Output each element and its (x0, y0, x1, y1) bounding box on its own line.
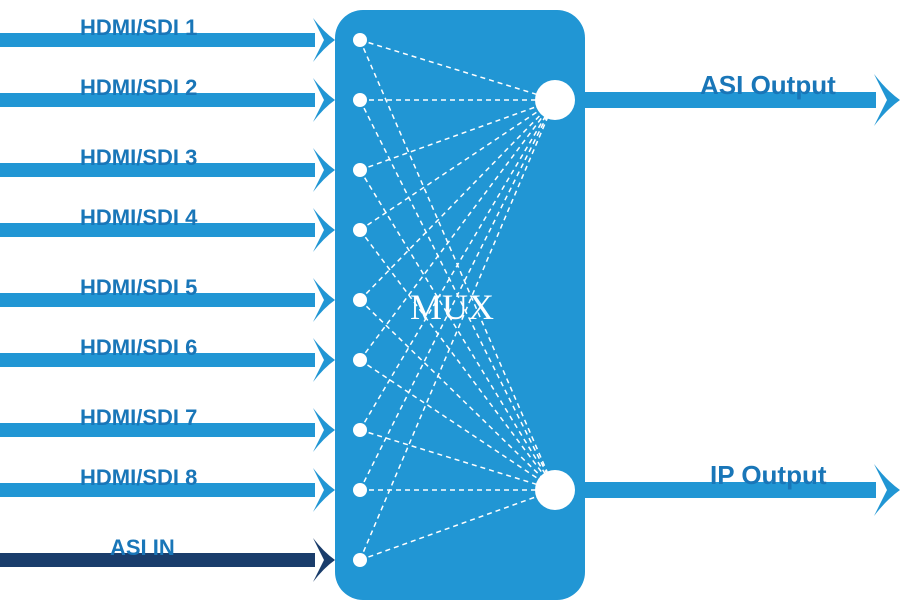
input-label-3: HDMI/SDI 4 (80, 205, 197, 231)
input-dot-4 (353, 293, 367, 307)
input-label-2: HDMI/SDI 3 (80, 145, 197, 171)
input-dot-5 (353, 353, 367, 367)
input-dot-7 (353, 483, 367, 497)
input-arrowhead-4 (313, 278, 335, 322)
output-dot-1 (535, 470, 575, 510)
input-dot-0 (353, 33, 367, 47)
input-label-6: HDMI/SDI 7 (80, 405, 197, 431)
input-label-4: HDMI/SDI 5 (80, 275, 197, 301)
input-dot-3 (353, 223, 367, 237)
input-label-8: ASI IN (110, 535, 175, 561)
input-dot-2 (353, 163, 367, 177)
input-arrowhead-8 (313, 538, 335, 582)
output-label-0: ASI Output (700, 70, 836, 101)
input-arrowhead-5 (313, 338, 335, 382)
input-label-1: HDMI/SDI 2 (80, 75, 197, 101)
output-arrowhead-0 (874, 74, 900, 126)
input-label-7: HDMI/SDI 8 (80, 465, 197, 491)
input-arrowhead-1 (313, 78, 335, 122)
mux-label: MUX (410, 286, 494, 328)
output-dot-0 (535, 80, 575, 120)
input-dot-8 (353, 553, 367, 567)
output-label-1: IP Output (710, 460, 827, 491)
input-label-5: HDMI/SDI 6 (80, 335, 197, 361)
input-arrowhead-2 (313, 148, 335, 192)
input-dot-1 (353, 93, 367, 107)
input-arrowhead-0 (313, 18, 335, 62)
input-arrowhead-7 (313, 468, 335, 512)
input-arrowhead-3 (313, 208, 335, 252)
input-label-0: HDMI/SDI 1 (80, 15, 197, 41)
input-arrowhead-6 (313, 408, 335, 452)
input-dot-6 (353, 423, 367, 437)
output-arrowhead-1 (874, 464, 900, 516)
